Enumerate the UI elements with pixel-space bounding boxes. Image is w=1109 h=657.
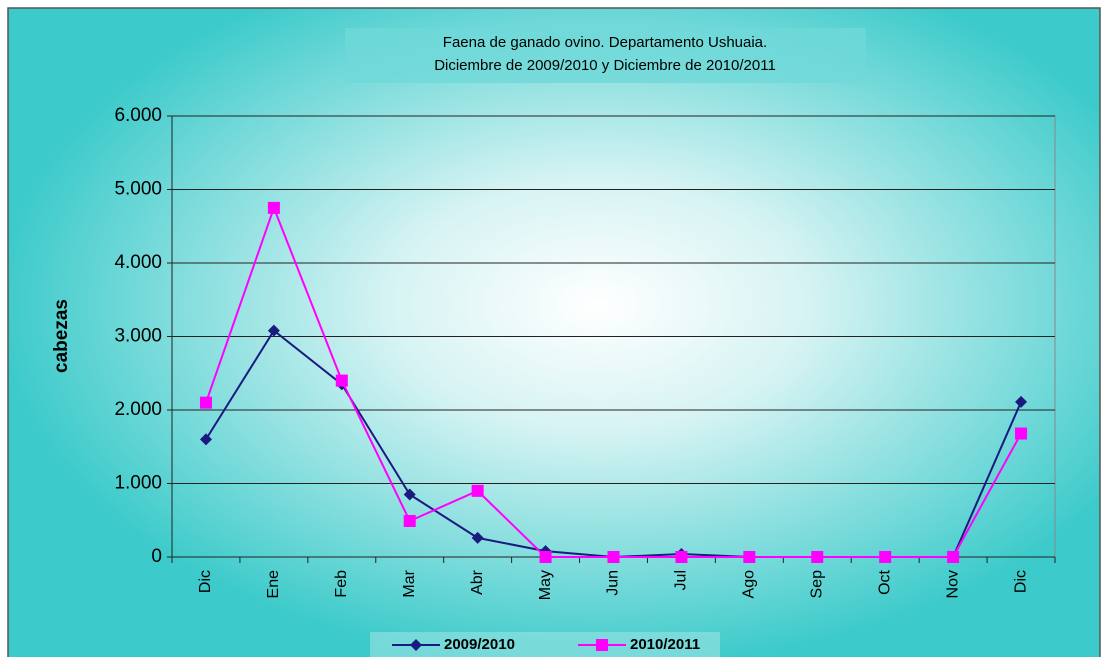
data-point bbox=[607, 551, 620, 563]
legend-marker bbox=[410, 639, 422, 651]
data-point bbox=[947, 551, 960, 563]
y-tick-label: 3.000 bbox=[114, 326, 162, 347]
x-tick-label: Feb bbox=[333, 570, 350, 598]
y-tick-label: 2.000 bbox=[114, 399, 162, 420]
data-point bbox=[335, 374, 348, 387]
data-point bbox=[811, 551, 824, 563]
data-point bbox=[539, 551, 552, 563]
data-point bbox=[267, 324, 280, 337]
x-tick-label: Ago bbox=[741, 570, 758, 599]
chart-title: Diciembre de 2009/2010 y Diciembre de 20… bbox=[434, 57, 776, 74]
y-tick-label: 4.000 bbox=[114, 252, 162, 273]
data-point bbox=[675, 551, 688, 563]
legend-label: 2010/2011 bbox=[630, 636, 700, 653]
data-point bbox=[403, 514, 416, 527]
data-point bbox=[1015, 427, 1028, 440]
x-tick-label: Dic bbox=[197, 570, 214, 593]
y-tick-label: 1.000 bbox=[114, 473, 162, 494]
y-tick-label: 6.000 bbox=[114, 105, 162, 126]
title-box bbox=[345, 28, 866, 83]
y-tick-label: 0 bbox=[151, 546, 162, 567]
chart-title: Faena de ganado ovino. Departamento Ushu… bbox=[443, 34, 767, 51]
data-point bbox=[199, 433, 212, 446]
x-tick-label: Dic bbox=[1012, 570, 1029, 593]
data-point bbox=[1015, 395, 1028, 408]
x-tick-label: Oct bbox=[876, 569, 893, 594]
y-axis-label: cabezas bbox=[51, 299, 72, 373]
data-point bbox=[471, 484, 484, 497]
data-point bbox=[267, 201, 280, 214]
x-tick-label: Ene bbox=[265, 570, 282, 599]
x-tick-label: Abr bbox=[469, 569, 486, 595]
x-tick-label: May bbox=[537, 570, 554, 600]
x-tick-label: Jul bbox=[673, 570, 690, 590]
data-point bbox=[403, 488, 416, 501]
legend-label: 2009/2010 bbox=[444, 636, 515, 653]
x-tick-label: Nov bbox=[944, 570, 961, 598]
y-tick-label: 5.000 bbox=[114, 179, 162, 200]
data-point bbox=[471, 531, 484, 544]
x-tick-label: Mar bbox=[401, 569, 418, 597]
data-point bbox=[879, 551, 892, 563]
data-point bbox=[199, 396, 212, 409]
data-point bbox=[743, 551, 756, 563]
x-tick-label: Jun bbox=[605, 570, 622, 596]
x-tick-label: Sep bbox=[808, 570, 825, 599]
legend-marker bbox=[596, 639, 608, 651]
